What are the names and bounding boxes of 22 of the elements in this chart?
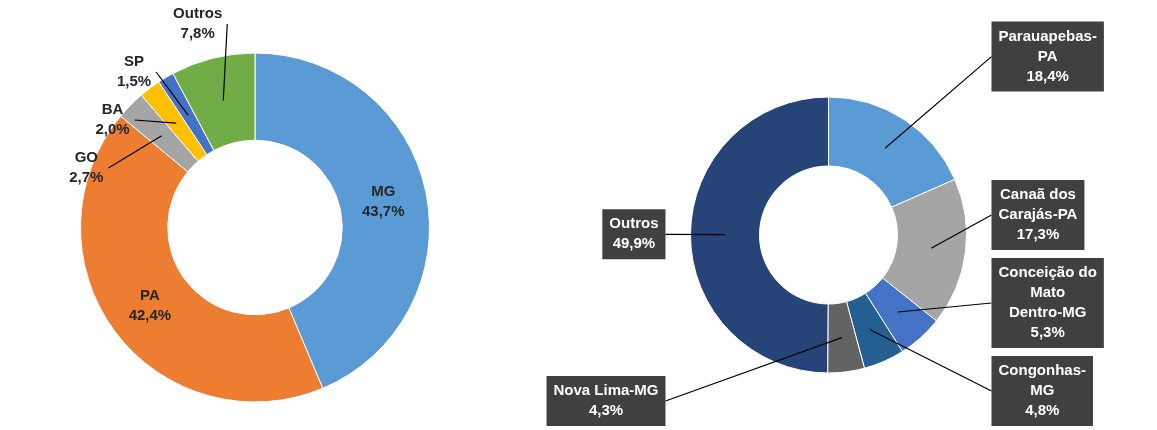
data-label: 49,9% bbox=[612, 234, 656, 252]
slice-label: Outros bbox=[609, 214, 659, 232]
slice-label: BA bbox=[101, 100, 124, 118]
slice-label: Outros bbox=[173, 4, 223, 22]
slice-label: Nova Lima-MG bbox=[553, 381, 659, 399]
slice-label: Parauapebas-PA bbox=[998, 26, 1097, 64]
data-label: 1,5% bbox=[116, 72, 152, 90]
data-label: 4,3% bbox=[588, 401, 624, 419]
data-label: 17,3% bbox=[1016, 225, 1060, 243]
data-label: 43,7% bbox=[362, 201, 405, 219]
slice-label: Conceição do Mato Dentro-MG bbox=[998, 263, 1097, 321]
data-label: 5,3% bbox=[1030, 323, 1065, 341]
data-label: 4,8% bbox=[1025, 401, 1060, 419]
data-label: 7,8% bbox=[180, 24, 215, 42]
slice-label: Congonhas-MG bbox=[998, 361, 1086, 399]
slice-label: GO bbox=[74, 148, 99, 166]
slice-label: PA bbox=[140, 285, 160, 303]
data-label: 42,4% bbox=[128, 305, 172, 323]
slice-label: MG bbox=[371, 181, 396, 199]
data-label: 18,4% bbox=[1026, 66, 1069, 84]
slice-label: Canaã dos Carajás-PA bbox=[998, 185, 1078, 223]
slice-label: SP bbox=[124, 52, 145, 70]
